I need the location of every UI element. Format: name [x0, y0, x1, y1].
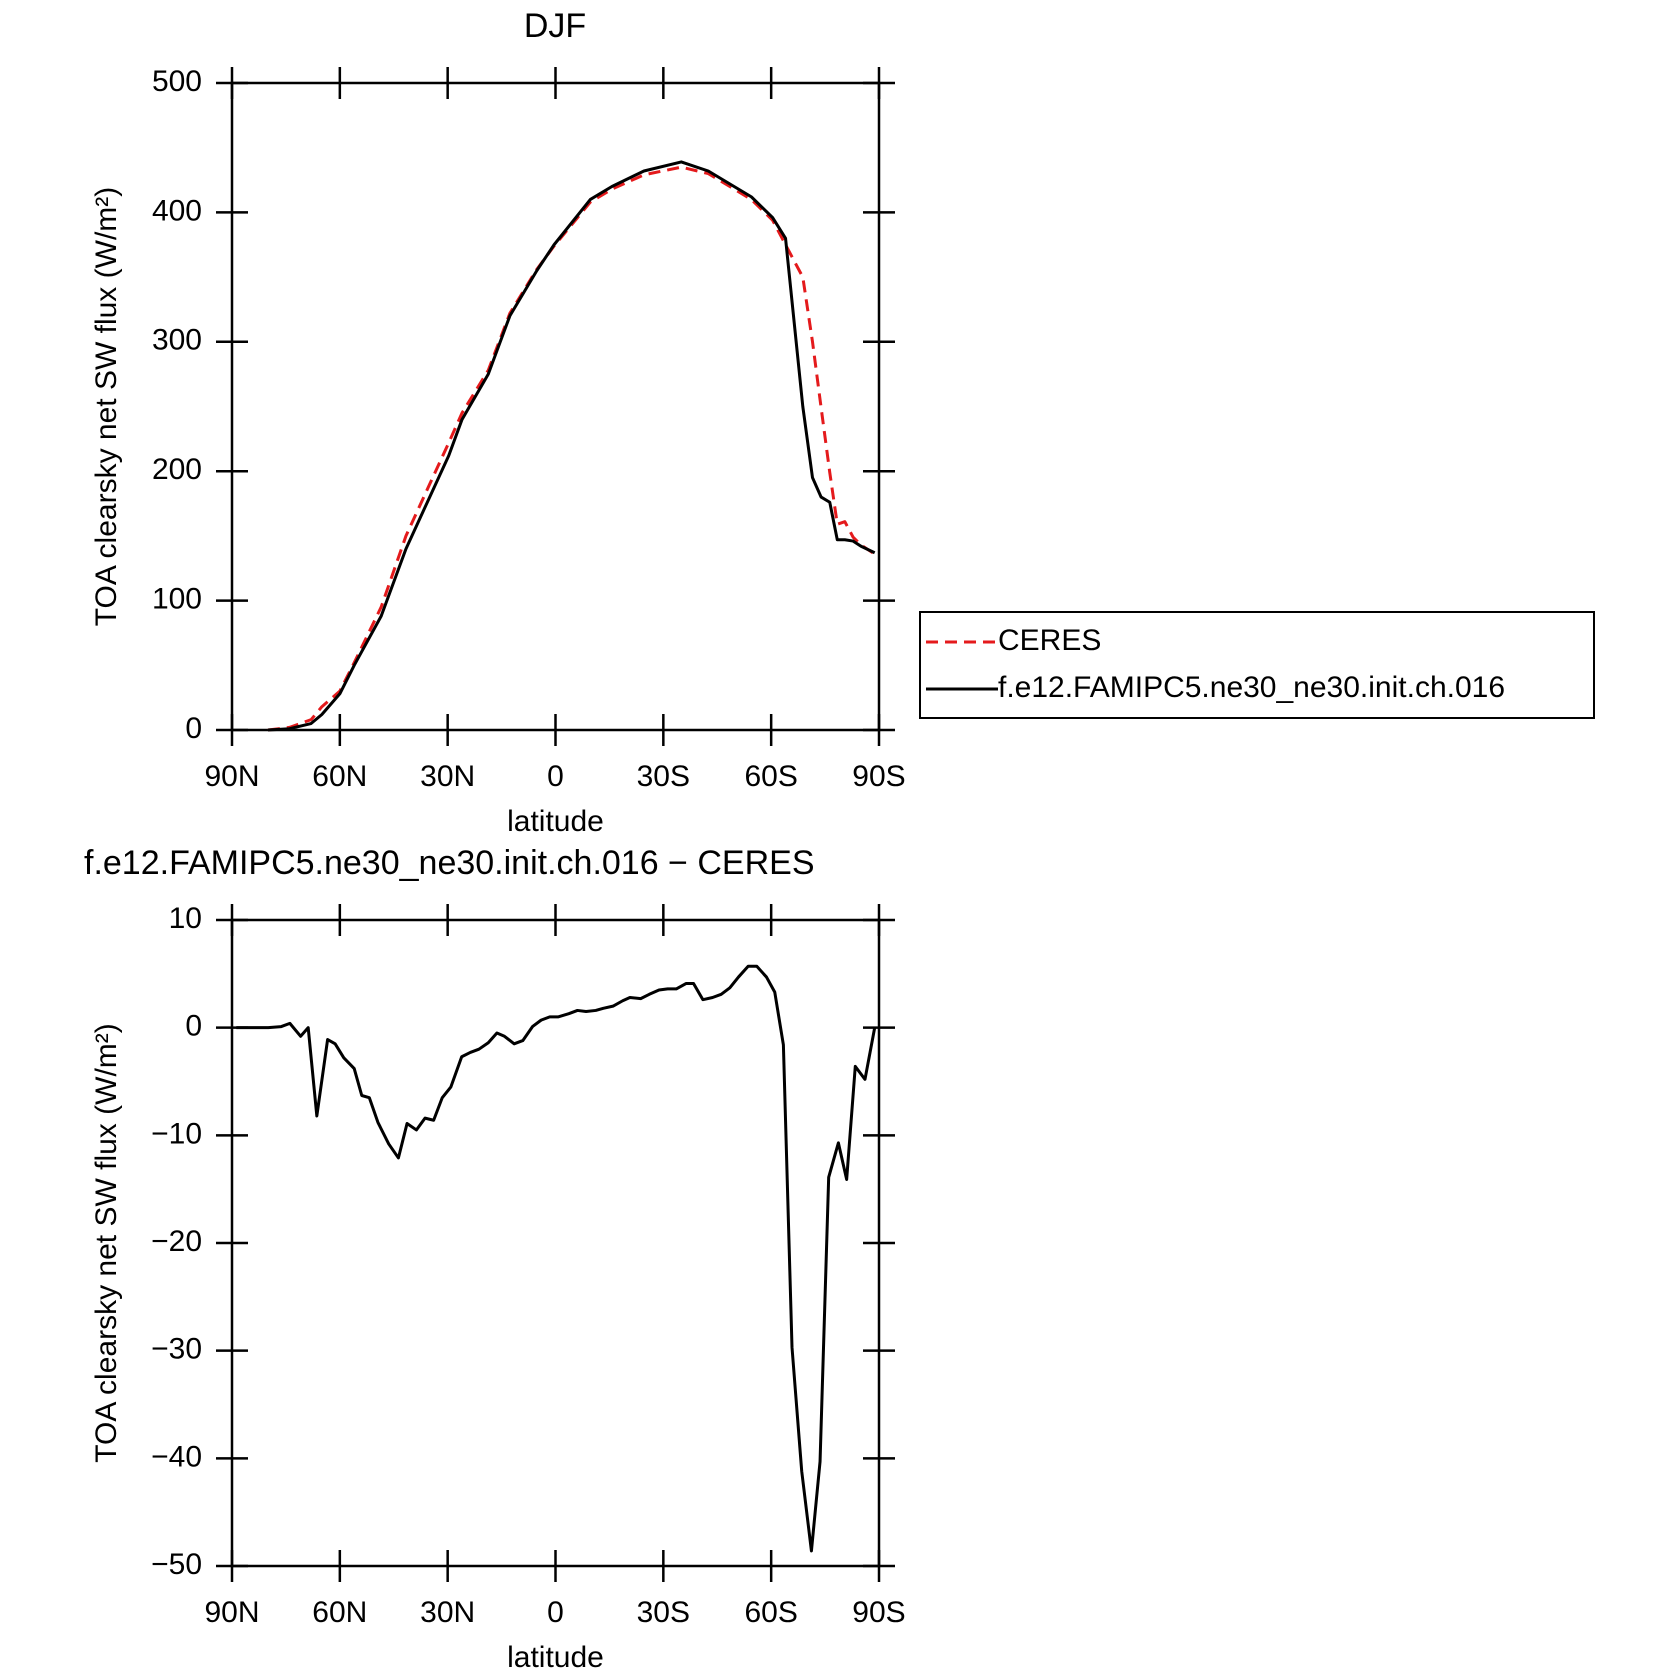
- x-tick-label: 0: [547, 1596, 564, 1629]
- data-line: [236, 964, 877, 1553]
- y-tick-label: 300: [152, 324, 202, 357]
- x-tick-label: 30S: [637, 760, 690, 793]
- data-line: [267, 160, 876, 732]
- x-tick-label: 60S: [744, 1596, 797, 1629]
- y-tick-label: −50: [151, 1548, 202, 1581]
- x-tick-label: 90N: [204, 1596, 259, 1629]
- x-tick-label: 30N: [420, 1596, 475, 1629]
- y-tick-label: 10: [169, 902, 202, 935]
- x-tick-label: 60S: [744, 760, 797, 793]
- y-tick-label: −10: [151, 1117, 202, 1150]
- x-tick-label: 30S: [637, 1596, 690, 1629]
- x-axis-label: latitude: [507, 805, 604, 838]
- y-axis-label: TOA clearsky net SW flux (W/m²): [90, 187, 123, 627]
- x-tick-label: 60N: [312, 1596, 367, 1629]
- x-tick-label: 90S: [852, 1596, 905, 1629]
- y-tick-label: −20: [151, 1225, 202, 1258]
- y-tick-label: −40: [151, 1440, 202, 1473]
- y-tick-label: 100: [152, 583, 202, 616]
- y-tick-label: 0: [185, 1010, 202, 1043]
- legend-box: [919, 611, 1595, 719]
- x-tick-label: 90S: [852, 760, 905, 793]
- y-tick-label: 400: [152, 194, 202, 227]
- x-tick-label: 90N: [204, 760, 259, 793]
- legend-label: f.e12.FAMIPC5.ne30_ne30.init.ch.016: [998, 671, 1505, 704]
- legend-label: CERES: [998, 624, 1101, 657]
- x-tick-label: 0: [547, 760, 564, 793]
- plot-frame: [230, 81, 881, 732]
- chart-title: f.e12.FAMIPC5.ne30_ne30.init.ch.016 − CE…: [84, 844, 815, 882]
- y-tick-label: 200: [152, 453, 202, 486]
- y-tick-label: 500: [152, 65, 202, 98]
- chart-title: DJF: [524, 7, 586, 45]
- data-line: [267, 165, 876, 732]
- y-axis-label: TOA clearsky net SW flux (W/m²): [90, 1023, 123, 1463]
- x-tick-label: 30N: [420, 760, 475, 793]
- x-axis-label: latitude: [507, 1641, 604, 1674]
- y-tick-label: 0: [185, 712, 202, 745]
- y-tick-label: −30: [151, 1333, 202, 1366]
- x-tick-label: 60N: [312, 760, 367, 793]
